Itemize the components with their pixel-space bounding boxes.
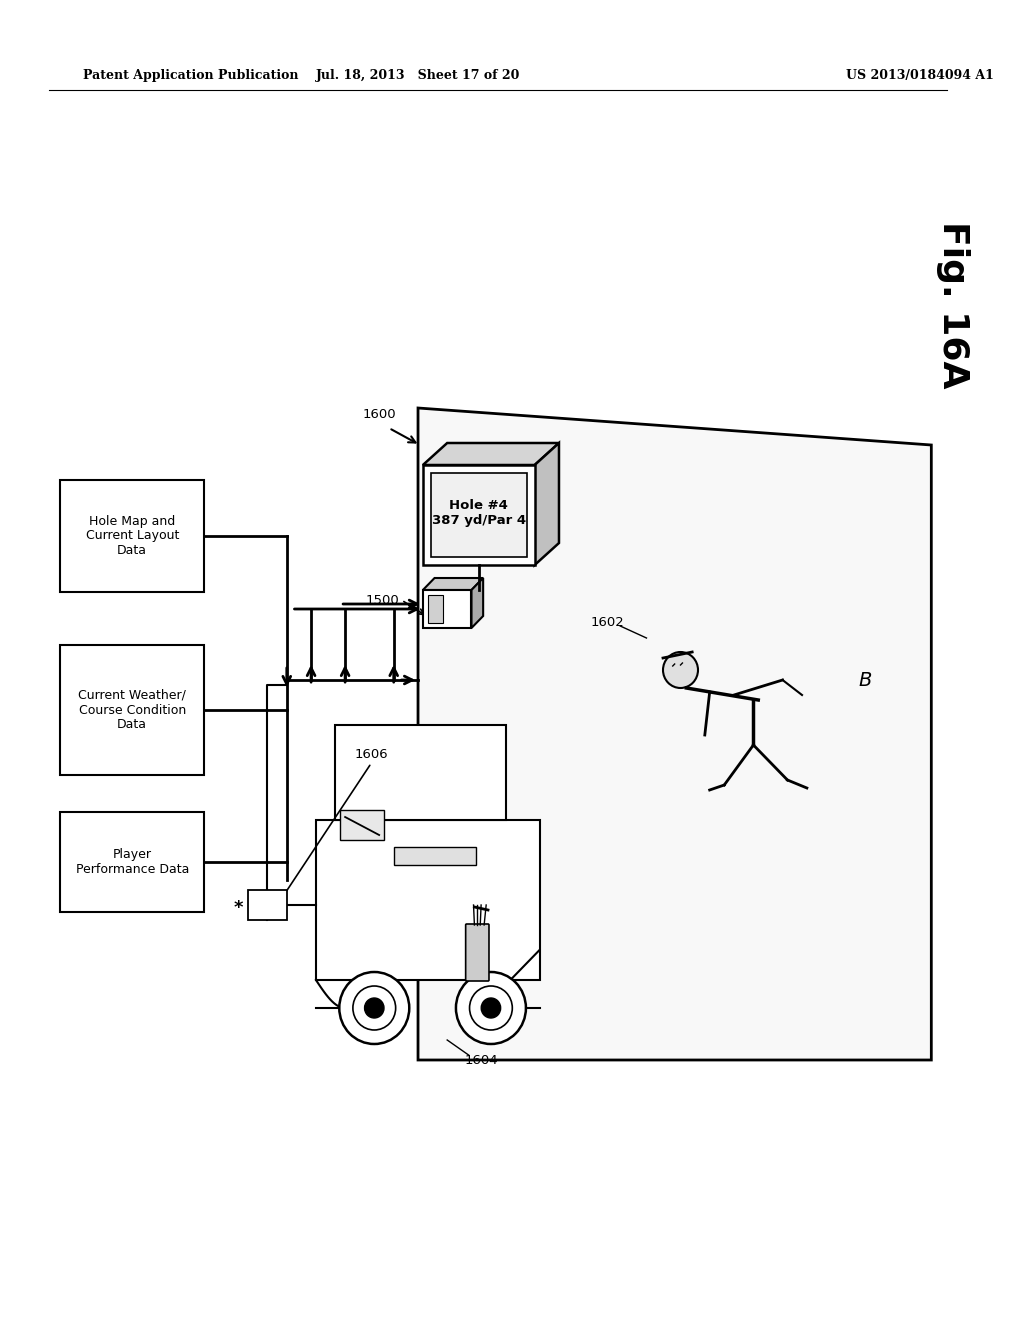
Text: US 2013/0184094 A1: US 2013/0184094 A1 [846, 69, 993, 82]
FancyBboxPatch shape [431, 473, 527, 557]
FancyBboxPatch shape [316, 820, 540, 979]
Text: B: B [858, 671, 871, 689]
Polygon shape [471, 578, 483, 628]
Polygon shape [423, 444, 559, 465]
FancyBboxPatch shape [336, 725, 506, 820]
Polygon shape [423, 578, 483, 590]
FancyBboxPatch shape [340, 810, 384, 840]
Text: 1602: 1602 [591, 615, 625, 628]
FancyBboxPatch shape [60, 480, 204, 591]
Polygon shape [418, 408, 931, 1060]
Text: Patent Application Publication: Patent Application Publication [83, 69, 298, 82]
Text: Player
Performance Data: Player Performance Data [76, 847, 188, 876]
Text: *: * [233, 899, 243, 917]
Circle shape [663, 652, 698, 688]
Circle shape [456, 972, 526, 1044]
FancyBboxPatch shape [60, 645, 204, 775]
Text: 1606: 1606 [354, 748, 388, 762]
FancyBboxPatch shape [423, 465, 535, 565]
FancyBboxPatch shape [466, 924, 489, 981]
Circle shape [339, 972, 410, 1044]
Text: Fig. 16A: Fig. 16A [936, 222, 970, 389]
FancyBboxPatch shape [393, 847, 476, 865]
Text: 1500: 1500 [366, 594, 399, 606]
FancyBboxPatch shape [248, 890, 287, 920]
Circle shape [365, 998, 384, 1018]
Text: Jul. 18, 2013   Sheet 17 of 20: Jul. 18, 2013 Sheet 17 of 20 [315, 69, 520, 82]
FancyBboxPatch shape [423, 590, 471, 628]
Text: Current Weather/
Course Condition
Data: Current Weather/ Course Condition Data [78, 689, 186, 731]
FancyBboxPatch shape [428, 595, 443, 623]
Circle shape [353, 986, 395, 1030]
Text: Hole Map and
Current Layout
Data: Hole Map and Current Layout Data [86, 515, 179, 557]
Text: 1600: 1600 [362, 408, 396, 421]
FancyBboxPatch shape [60, 812, 204, 912]
Polygon shape [535, 444, 559, 565]
Circle shape [470, 986, 512, 1030]
Text: Hole #4
387 yd/Par 4: Hole #4 387 yd/Par 4 [432, 499, 526, 527]
Text: 1604: 1604 [465, 1053, 498, 1067]
Circle shape [481, 998, 501, 1018]
